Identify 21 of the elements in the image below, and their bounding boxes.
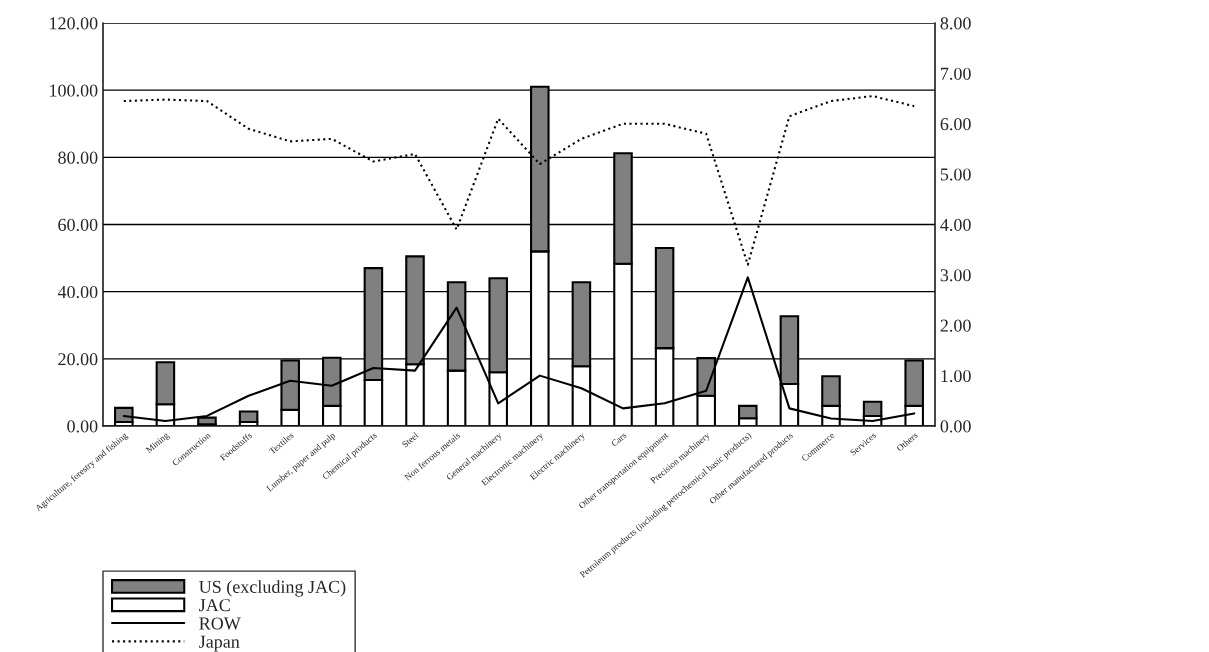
y-tick-label: 60.00	[58, 218, 98, 232]
y2-tick-label: 5.00	[940, 168, 971, 181]
y-tick-label: 120.00	[50, 17, 98, 30]
y2-tick-label: 0.00	[940, 420, 971, 433]
y-tick-label: 0.00	[67, 420, 98, 433]
y2-tick-label: 4.00	[940, 218, 971, 232]
legend-label: ROW	[199, 617, 241, 630]
y2-tick-label: 7.00	[941, 67, 971, 80]
y2-tick-label: 1.00	[941, 369, 971, 383]
legend-label: Japan	[199, 635, 240, 652]
y-tick-label: 40.00	[57, 285, 98, 299]
legend-label: JAC	[199, 599, 230, 612]
y-tick-label: 80.00	[58, 151, 98, 164]
y2-tick-label: 3.00	[940, 269, 971, 282]
y2-tick-label: 2.00	[940, 319, 971, 332]
y2-tick-label: 6.00	[940, 118, 971, 131]
legend-label: US (excluding JAC)	[199, 580, 346, 597]
y-tick-label: 20.00	[58, 353, 98, 366]
y-tick-label: 100.00	[50, 84, 98, 97]
y2-tick-label: 8.00	[940, 17, 971, 30]
x-tick-label: Cars	[610, 431, 627, 447]
